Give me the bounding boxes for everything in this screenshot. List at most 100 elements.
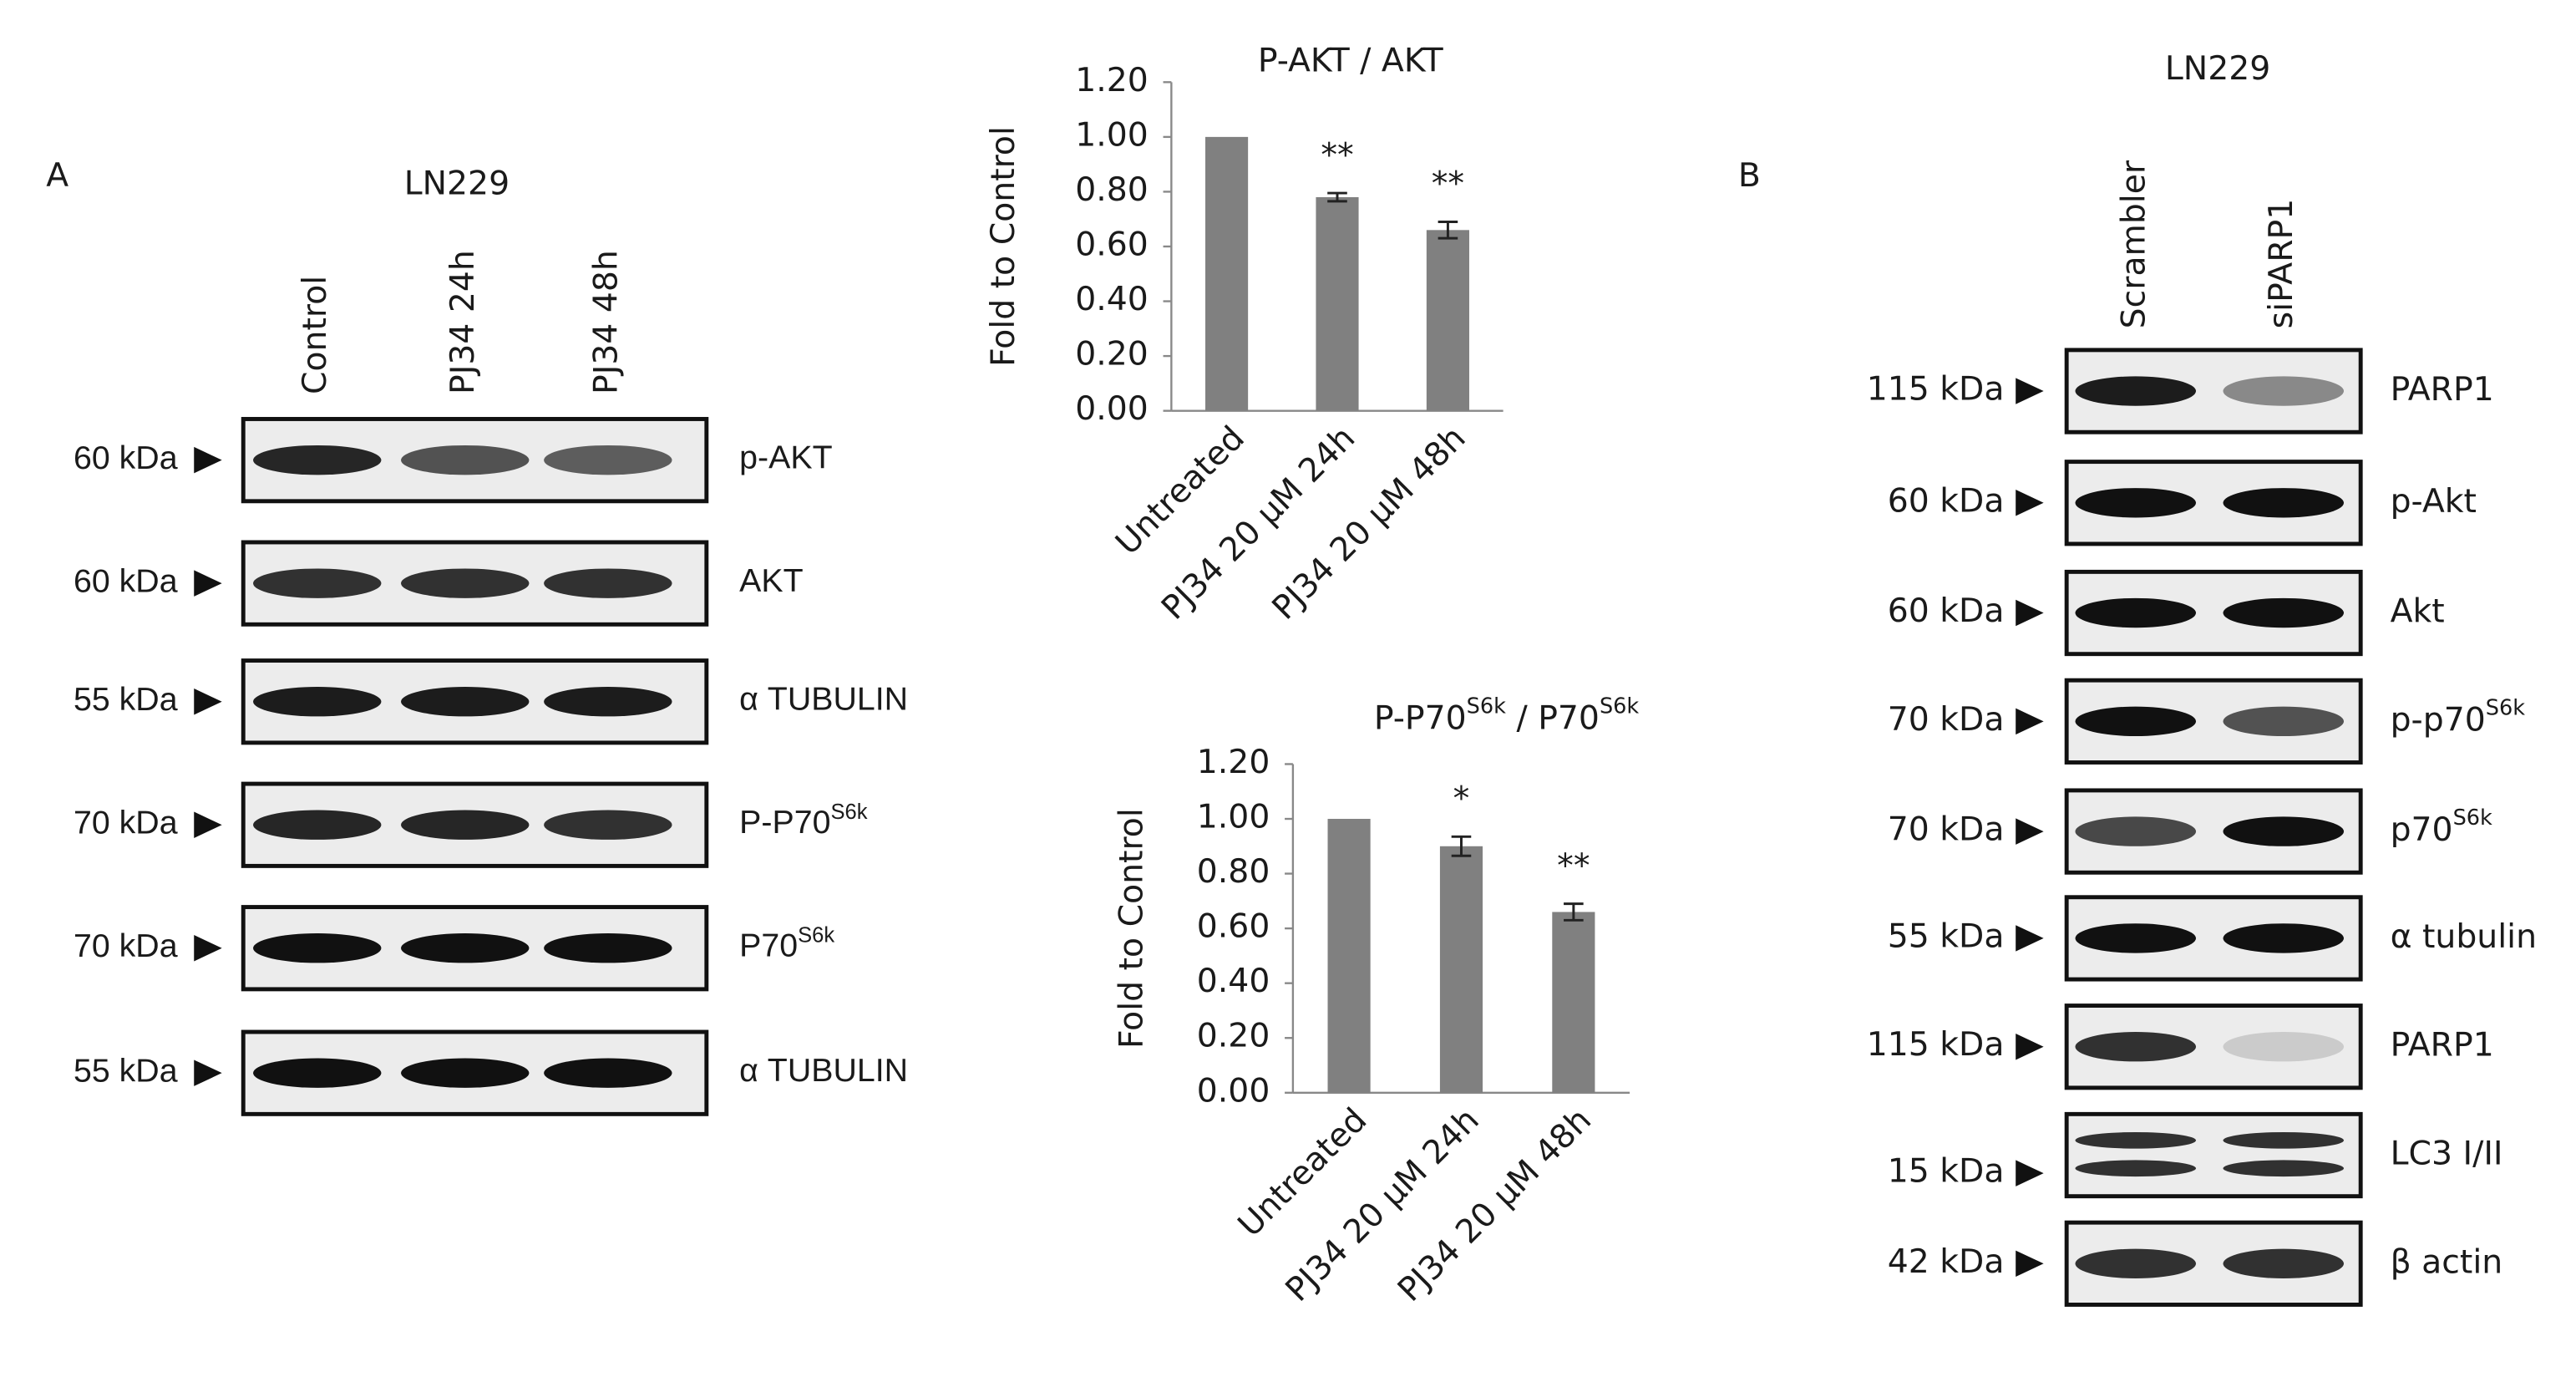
blot-band bbox=[544, 568, 672, 598]
protein-label-part: S6k bbox=[830, 800, 867, 824]
cell-line: LN229 bbox=[2165, 49, 2270, 88]
x-tick-label: PJ34 20 µM 48h bbox=[1391, 1100, 1599, 1308]
cell-line: LN229 bbox=[404, 165, 510, 203]
panel-letter: A bbox=[46, 156, 68, 195]
y-tick-label: 0.20 bbox=[1075, 335, 1149, 373]
size-marker: 70 kDa bbox=[1888, 700, 2005, 739]
protein-label-part: p-p70 bbox=[2391, 700, 2486, 739]
y-tick-label: 0.40 bbox=[1075, 280, 1149, 318]
lane-label: Scrambler bbox=[2114, 160, 2153, 328]
blot-band bbox=[2223, 923, 2345, 953]
blot-band bbox=[253, 568, 382, 598]
bar bbox=[1316, 196, 1359, 411]
blot-band bbox=[544, 810, 672, 840]
x-tick-label: PJ34 20 µM 48h bbox=[1265, 419, 1473, 627]
blot-band bbox=[2075, 376, 2197, 406]
size-marker: 55 kDa bbox=[74, 681, 178, 718]
size-arrow bbox=[2016, 1250, 2044, 1278]
size-arrow bbox=[194, 811, 222, 838]
blot-band bbox=[2223, 1032, 2345, 1062]
blot-band bbox=[2223, 1248, 2345, 1279]
blot-band bbox=[2223, 376, 2345, 406]
chart-title: P-AKT / AKT bbox=[1258, 41, 1444, 79]
protein-label-part: S6k bbox=[2453, 805, 2492, 831]
blot-band bbox=[253, 1058, 382, 1088]
y-tick-label: 0.60 bbox=[1197, 907, 1270, 946]
blot-band bbox=[401, 687, 530, 717]
size-arrow bbox=[194, 1059, 222, 1086]
blot-band bbox=[2075, 816, 2197, 846]
size-arrow bbox=[2016, 378, 2044, 404]
size-marker: 70 kDa bbox=[1888, 810, 2005, 849]
blot-band bbox=[401, 933, 530, 963]
blot-band bbox=[401, 1058, 530, 1088]
bar bbox=[1426, 230, 1469, 411]
protein-label-part: PARP1 bbox=[2391, 370, 2494, 409]
protein-label: α tubulin bbox=[2391, 917, 2537, 955]
size-arrow bbox=[2016, 490, 2044, 516]
protein-label: PARP1 bbox=[2391, 1025, 2494, 1064]
lane-label: siPARP1 bbox=[2262, 199, 2300, 329]
y-tick-label: 1.20 bbox=[1197, 743, 1270, 781]
panel-letter: B bbox=[1738, 156, 1761, 195]
protein-label-part: p-AKT bbox=[739, 440, 832, 476]
bar bbox=[1205, 136, 1249, 411]
size-marker: 60 kDa bbox=[74, 563, 178, 600]
y-tick-label: 0.40 bbox=[1197, 962, 1270, 1000]
significance: ** bbox=[1321, 135, 1353, 174]
blot-band bbox=[2075, 1032, 2197, 1062]
protein-label: α TUBULIN bbox=[739, 1053, 908, 1090]
y-tick-label: 0.80 bbox=[1075, 170, 1149, 209]
blot-band bbox=[253, 687, 382, 717]
protein-label-part: LC3 I/II bbox=[2391, 1134, 2503, 1172]
protein-label: P-P70S6k bbox=[739, 800, 868, 841]
significance: * bbox=[1453, 780, 1470, 818]
blot-band bbox=[2223, 597, 2345, 628]
blot-box bbox=[2064, 1111, 2363, 1199]
significance: ** bbox=[1432, 165, 1464, 203]
y-tick-label: 0.00 bbox=[1075, 389, 1149, 428]
size-arrow bbox=[2016, 1160, 2044, 1186]
size-marker: 60 kDa bbox=[74, 440, 178, 476]
blot-band bbox=[2223, 488, 2345, 518]
blot-band bbox=[401, 445, 530, 475]
blot-band bbox=[2075, 488, 2197, 518]
blot-band bbox=[2223, 816, 2345, 846]
blot-band bbox=[2223, 706, 2345, 737]
blot-band bbox=[544, 933, 672, 963]
blot-band bbox=[2075, 1131, 2197, 1149]
protein-label-part: S6k bbox=[798, 923, 834, 947]
blot-box bbox=[2064, 1004, 2363, 1090]
size-arrow bbox=[2016, 599, 2044, 627]
size-marker: 115 kDa bbox=[1867, 1025, 2005, 1064]
y-axis-label: Fold to Control bbox=[984, 126, 1022, 367]
protein-label-part: Akt bbox=[2391, 592, 2445, 630]
protein-label-part: S6k bbox=[2486, 695, 2525, 720]
bar bbox=[1552, 912, 1595, 1093]
size-arrow bbox=[194, 570, 222, 597]
lane-label: Control bbox=[296, 276, 334, 394]
protein-label: p-Akt bbox=[2391, 481, 2477, 520]
protein-label-part: PARP1 bbox=[2391, 1025, 2494, 1064]
protein-label-part: P70 bbox=[739, 927, 798, 964]
y-tick-label: 0.60 bbox=[1075, 225, 1149, 263]
chart-title-part: P-AKT / AKT bbox=[1258, 41, 1444, 79]
protein-label-part: α TUBULIN bbox=[739, 1053, 908, 1090]
protein-label: p-AKT bbox=[739, 440, 832, 476]
protein-label-part: β actin bbox=[2391, 1242, 2503, 1281]
protein-label-part: p-Akt bbox=[2391, 481, 2477, 520]
y-tick-label: 1.20 bbox=[1075, 61, 1149, 99]
size-marker: 55 kDa bbox=[74, 1053, 178, 1090]
bar bbox=[1439, 846, 1483, 1093]
protein-label-part: α TUBULIN bbox=[739, 681, 908, 718]
protein-label-part: P-P70 bbox=[739, 805, 830, 841]
significance: ** bbox=[1557, 846, 1590, 885]
protein-label: p-p70S6k bbox=[2391, 695, 2526, 739]
blot-band bbox=[2223, 1160, 2345, 1177]
lane-label: PJ34 48h bbox=[586, 250, 625, 394]
blot-band bbox=[253, 933, 382, 963]
protein-label: β actin bbox=[2391, 1242, 2503, 1281]
size-arrow bbox=[2016, 1033, 2044, 1060]
y-tick-label: 1.00 bbox=[1075, 115, 1149, 154]
size-marker: 70 kDa bbox=[74, 927, 178, 964]
